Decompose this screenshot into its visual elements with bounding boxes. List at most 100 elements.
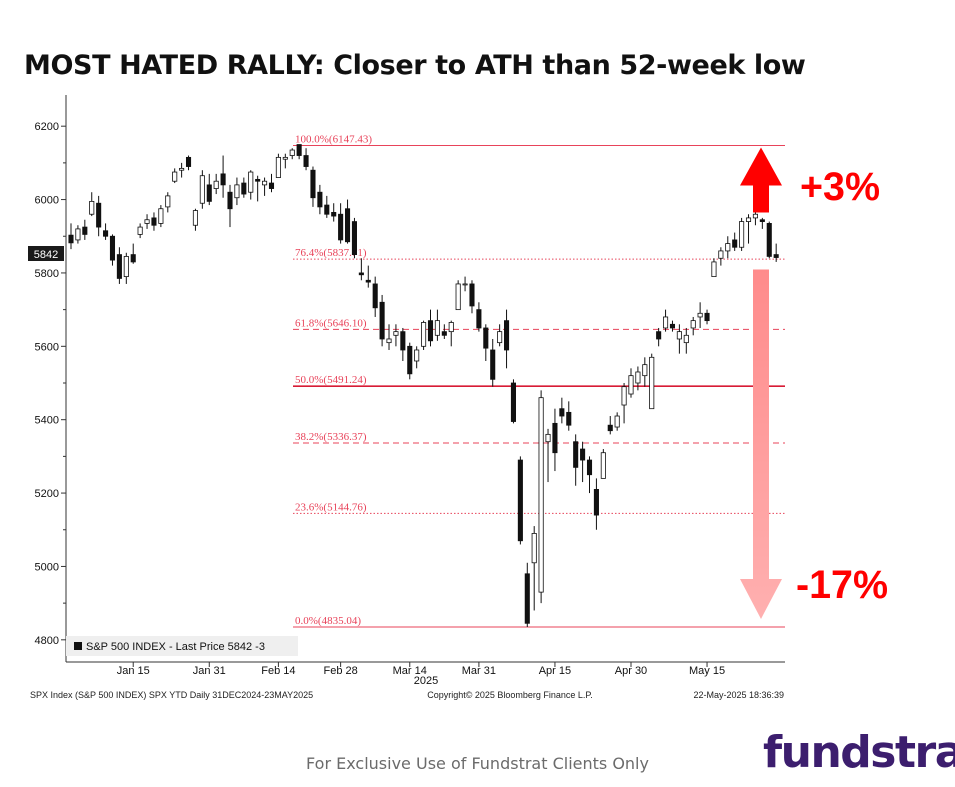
candle-body bbox=[130, 254, 136, 263]
fib-label: 0.0%(4835.04) bbox=[295, 615, 361, 627]
candle-body bbox=[220, 173, 226, 186]
candle-body bbox=[752, 213, 758, 219]
candle-body bbox=[483, 327, 489, 349]
fundstrat-logo: fundstrat bbox=[763, 727, 955, 778]
last-price-label: 5842 bbox=[34, 249, 58, 261]
candle-body bbox=[109, 235, 116, 261]
y-tick-label: 5600 bbox=[35, 341, 59, 353]
fib-label: 61.8%(5646.10) bbox=[295, 317, 367, 329]
fib-label: 23.6%(5144.76) bbox=[295, 501, 367, 513]
x-tick-label: Apr 15 bbox=[539, 665, 571, 677]
y-tick-label: 5200 bbox=[35, 488, 59, 500]
x-tick-label: Apr 30 bbox=[615, 665, 647, 677]
candle-body bbox=[621, 386, 627, 406]
candle-body bbox=[199, 175, 205, 204]
fib-label: 100.0%(6147.43) bbox=[295, 133, 372, 145]
candle-body bbox=[580, 448, 586, 461]
candle-body bbox=[718, 250, 724, 259]
x-tick-label: Jan 15 bbox=[117, 665, 150, 677]
y-tick-label: 5800 bbox=[35, 268, 59, 280]
candle-body bbox=[663, 316, 669, 329]
legend-swatch bbox=[74, 642, 82, 650]
candle-body bbox=[123, 256, 129, 278]
legend-box bbox=[66, 636, 298, 656]
candle-body bbox=[103, 230, 109, 237]
y-tick-label: 4800 bbox=[35, 635, 59, 647]
candle-body bbox=[275, 156, 281, 178]
candle-body bbox=[386, 338, 392, 344]
fibonacci-levels: 100.0%(6147.43) 76.4%(5837.71) 61.8%(5646.… bbox=[293, 133, 785, 628]
candle-body bbox=[545, 433, 551, 443]
candle-body bbox=[745, 217, 752, 222]
candle-body bbox=[303, 155, 309, 167]
candle-body bbox=[372, 283, 378, 309]
x-tick-label: Mar 14 bbox=[393, 665, 427, 677]
candle-body bbox=[206, 184, 212, 202]
candle-body bbox=[559, 408, 565, 417]
down-percent-label: -17% bbox=[796, 563, 888, 607]
candle-body bbox=[351, 221, 357, 255]
y-tick-label: 6200 bbox=[35, 121, 59, 133]
candle-body bbox=[732, 239, 738, 248]
candle-body bbox=[642, 364, 648, 377]
candle-body bbox=[600, 452, 606, 479]
chart-title: MOST HATED RALLY: Closer to ATH than 52-… bbox=[24, 50, 806, 81]
up-arrow bbox=[740, 147, 782, 213]
candle-body bbox=[400, 331, 406, 351]
candle-body bbox=[448, 322, 454, 333]
candle-body bbox=[268, 182, 275, 189]
candle-body bbox=[704, 312, 710, 322]
candle-body bbox=[137, 226, 143, 235]
candle-body bbox=[669, 323, 676, 329]
candle-body bbox=[151, 217, 157, 226]
candle-body bbox=[497, 331, 503, 344]
down-arrow bbox=[740, 269, 782, 619]
candle-body bbox=[538, 397, 544, 593]
candle-body bbox=[593, 488, 599, 516]
x-tick-label: Jan 31 bbox=[193, 665, 226, 677]
candle-body bbox=[331, 212, 337, 217]
candle-body bbox=[469, 283, 475, 307]
candle-body bbox=[227, 191, 233, 210]
candle-body bbox=[75, 228, 81, 241]
candle-body bbox=[324, 204, 330, 215]
last-price-badge bbox=[28, 246, 64, 261]
candle-body bbox=[614, 415, 620, 428]
candle-body bbox=[282, 156, 288, 160]
candle-body bbox=[573, 441, 579, 468]
x-tick-label: Mar 31 bbox=[462, 665, 496, 677]
candle-body bbox=[531, 533, 537, 564]
x-tick-label: May 15 bbox=[689, 665, 725, 677]
legend-label: S&P 500 INDEX - Last Price 5842 -3 bbox=[86, 641, 265, 653]
candle-body bbox=[213, 180, 219, 189]
candle-body bbox=[179, 167, 185, 171]
fib-label: 38.2%(5336.37) bbox=[295, 431, 367, 443]
candle-body bbox=[68, 234, 74, 244]
last-price-tag: 5842 bbox=[28, 246, 64, 261]
source-left: SPX Index (S&P 500 INDEX) SPX YTD Daily … bbox=[30, 690, 313, 700]
candle-body bbox=[510, 382, 517, 422]
candle-body bbox=[773, 254, 779, 258]
candle-body bbox=[766, 223, 772, 257]
candle-body bbox=[656, 331, 662, 340]
candle-body bbox=[524, 573, 530, 624]
candle-body bbox=[185, 156, 192, 167]
candle-body bbox=[676, 331, 682, 340]
candle-body bbox=[566, 411, 572, 426]
candle-body bbox=[158, 208, 164, 224]
candle-body bbox=[462, 283, 468, 286]
y-tick-label: 5000 bbox=[35, 561, 59, 573]
candle-body bbox=[255, 178, 261, 182]
candle-body bbox=[310, 169, 316, 199]
candle-body bbox=[165, 195, 171, 208]
candle-body bbox=[504, 320, 510, 351]
candle-body bbox=[552, 422, 558, 454]
candle-body bbox=[517, 459, 523, 542]
candle-body bbox=[725, 243, 731, 252]
source-center: Copyright© 2025 Bloomberg Finance L.P. bbox=[427, 690, 593, 700]
candle-body bbox=[427, 320, 434, 342]
candle-body bbox=[82, 226, 88, 235]
candle-body bbox=[690, 320, 696, 329]
candle-body bbox=[476, 309, 482, 329]
